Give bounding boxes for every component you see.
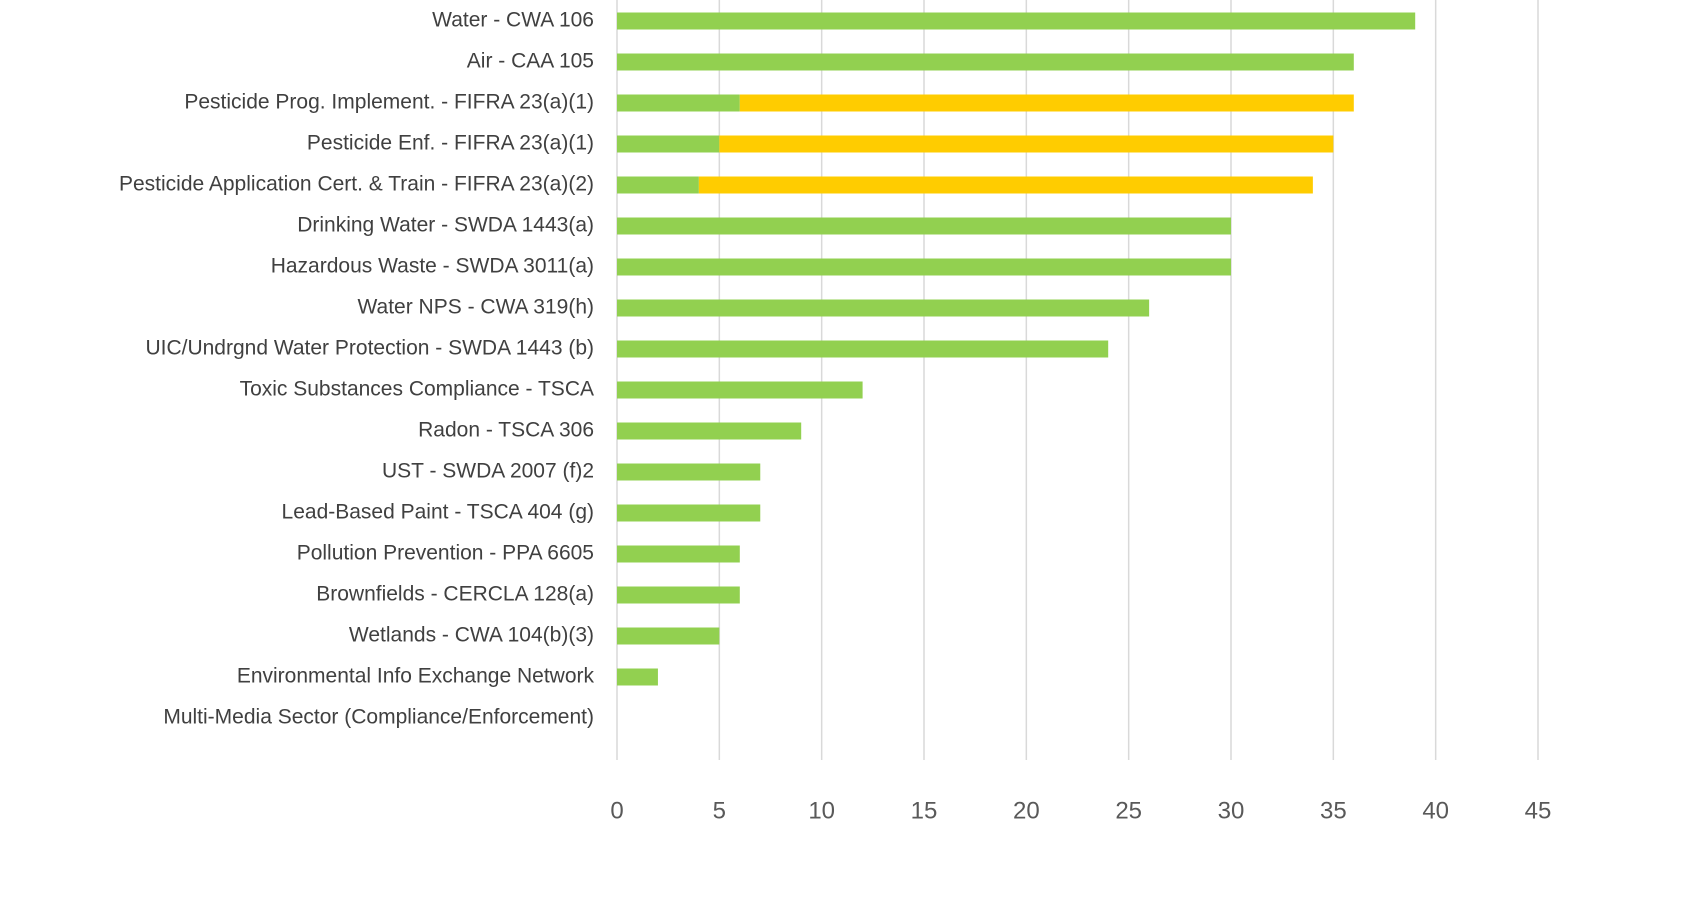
x-tick-label: 40 [1422, 797, 1449, 824]
bar [617, 668, 658, 686]
bar [617, 463, 761, 481]
y-tick-label: Air - CAA 105 [467, 50, 594, 73]
x-tick-label: 5 [713, 797, 726, 824]
x-tick-label: 0 [610, 797, 623, 824]
y-tick-label: Environmental Info Exchange Network [237, 665, 595, 688]
y-tick-label: Pesticide Prog. Implement. - FIFRA 23(a)… [184, 91, 594, 114]
bar [617, 545, 740, 563]
bar [617, 299, 1150, 317]
x-tick-label: 15 [911, 797, 938, 824]
x-tick-label: 30 [1218, 797, 1245, 824]
y-tick-label: Brownfields - CERCLA 128(a) [316, 583, 594, 606]
bar [617, 176, 699, 194]
y-tick-label: Hazardous Waste - SWDA 3011(a) [271, 255, 594, 278]
bar [617, 586, 740, 604]
bar [719, 135, 1334, 153]
y-tick-label: Pesticide Enf. - FIFRA 23(a)(1) [307, 132, 594, 155]
bar [698, 176, 1313, 194]
y-tick-label: UIC/Undrgnd Water Protection - SWDA 1443… [145, 337, 594, 360]
x-tick-label: 45 [1525, 797, 1552, 824]
bar [617, 504, 761, 522]
y-tick-label: Pollution Prevention - PPA 6605 [297, 542, 594, 565]
bar [617, 340, 1109, 358]
bar [617, 53, 1354, 71]
bar [617, 258, 1231, 276]
bar [617, 135, 720, 153]
x-tick-label: 35 [1320, 797, 1347, 824]
y-tick-label: Drinking Water - SWDA 1443(a) [297, 214, 594, 237]
y-tick-label: Radon - TSCA 306 [418, 419, 594, 442]
bar [617, 422, 802, 440]
x-tick-label: 20 [1013, 797, 1040, 824]
y-tick-label: UST - SWDA 2007 (f)2 [382, 460, 594, 483]
bar [617, 627, 720, 645]
y-tick-label: Toxic Substances Compliance - TSCA [240, 378, 594, 401]
y-tick-label: Multi-Media Sector (Compliance/Enforceme… [163, 706, 594, 729]
bar [617, 217, 1231, 235]
bar [617, 12, 1416, 30]
y-tick-label: Lead-Based Paint - TSCA 404 (g) [282, 501, 594, 524]
bar [617, 94, 740, 112]
y-tick-label: Wetlands - CWA 104(b)(3) [349, 624, 594, 647]
y-tick-label: Water - CWA 106 [432, 9, 594, 32]
y-tick-label: Water NPS - CWA 319(h) [358, 296, 595, 319]
x-tick-label: 25 [1115, 797, 1142, 824]
bar [739, 94, 1354, 112]
y-tick-label: Pesticide Application Cert. & Train - FI… [119, 173, 594, 196]
x-tick-label: 10 [808, 797, 835, 824]
bar [617, 381, 863, 399]
